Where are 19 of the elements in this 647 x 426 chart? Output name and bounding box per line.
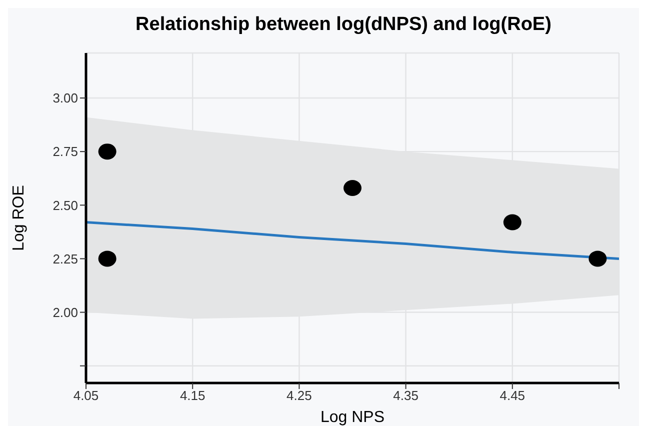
y-tick-label: 2.00 [52,304,78,320]
x-tick-label: 4.25 [286,388,312,404]
y-tick-label: 3.00 [52,90,78,106]
y-tick-label: 2.50 [52,198,78,213]
line-series [86,221,619,260]
chart-title: Relationship between log(dNPS) and log(RoE) [134,13,552,37]
x-tick-label: 4.35 [393,388,418,404]
point [344,180,362,196]
x-axis-title: Log NPS [320,409,385,426]
y-axis-title: Log ROE [10,185,28,251]
x-tick-label: 4.15 [180,388,206,404]
y-tick-label: 2.75 [52,144,78,160]
x-tick-label: 4.05 [73,388,99,404]
point [98,250,116,267]
y-tick-label: 2.25 [52,251,78,266]
point [588,250,607,267]
x-tick-label: 4.45 [500,388,526,404]
point [98,144,116,160]
point [503,214,522,230]
